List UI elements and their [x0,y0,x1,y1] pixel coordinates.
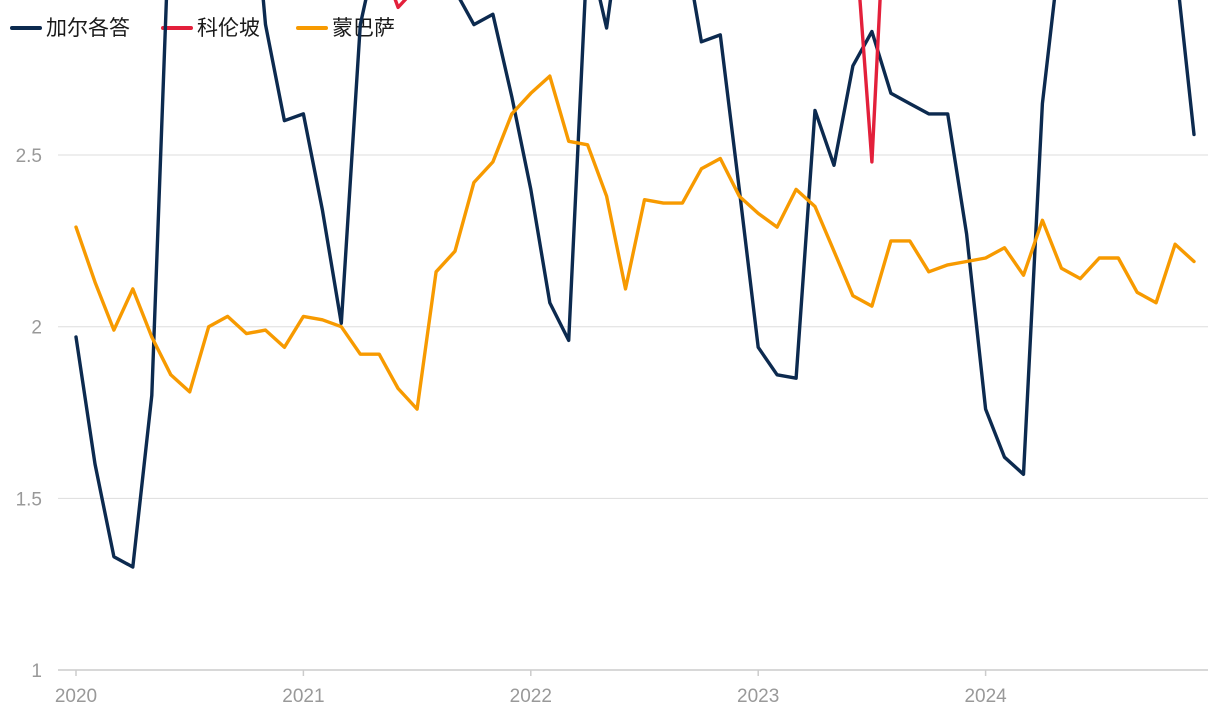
series-line-3 [74,74,1196,411]
y-tick-label: 1 [31,661,42,682]
legend-item: 科伦坡 [161,16,260,40]
legend-label: 加尔各答 [46,16,130,40]
y-tick-label: 2 [31,318,42,339]
x-tick-label: 2022 [510,686,552,707]
y-tick-label: 2.5 [16,146,42,167]
x-tick-label: 2023 [737,686,779,707]
y-tick-label: 1.5 [16,489,42,510]
x-tick-label: 2021 [282,686,324,707]
x-tick-label: 2024 [964,686,1007,707]
y-axis-ticks: 11.522.533.54 [16,146,42,682]
x-tick-label: 2020 [55,686,97,707]
series-line-1 [74,0,1196,569]
grid-lines [58,154,1208,671]
x-axis-ticks: 2020 2021 2022 2023 2024 [55,670,1007,707]
legend: 加尔各答 科伦坡 蒙巴萨 [10,16,395,40]
legend-item: 蒙巴萨 [296,16,395,40]
legend-item: 加尔各答 [10,16,130,40]
series-lines [74,0,1196,569]
legend-label: 蒙巴萨 [332,16,395,40]
legend-label: 科伦坡 [197,16,260,40]
